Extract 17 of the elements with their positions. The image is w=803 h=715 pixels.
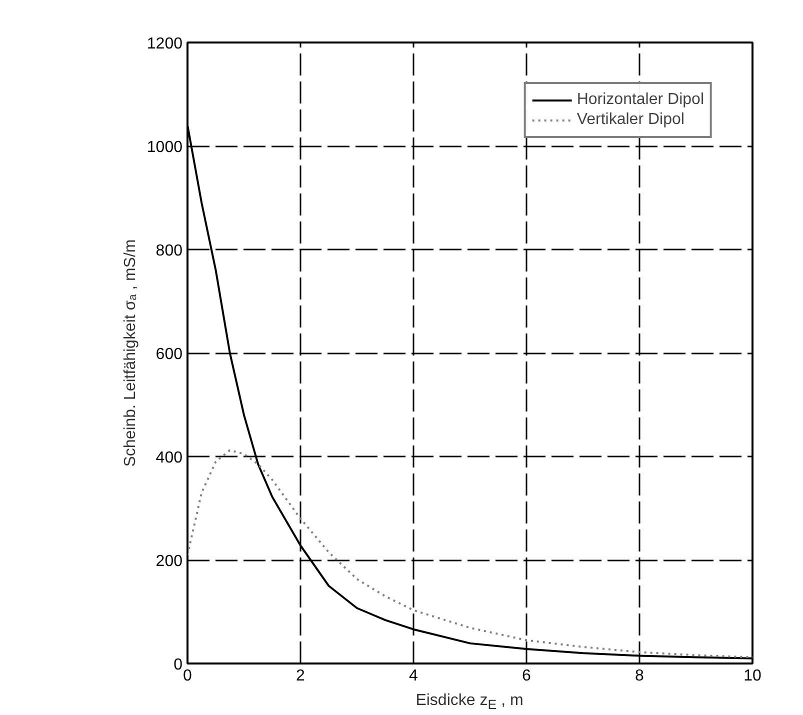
legend-label: Horizontaler Dipol [576,91,704,109]
x-axis-title: Eisdicke z$_{E}$ , m [414,691,524,714]
x-tick-label: 10 [744,668,762,684]
x-tick-label: 4 [409,668,418,684]
y-tick-label: 600 [156,346,183,363]
line-series [188,449,752,658]
legend-label: Vertikaler Dipol [576,111,684,129]
y-tick-label: 1200 [146,36,183,52]
y-tick-label: 400 [156,450,183,466]
y-tick-label: 0 [174,656,183,674]
x-tick-label: 6 [522,668,532,684]
x-tick-label: 2 [296,668,306,684]
y-tick-label: 800 [156,242,183,260]
y-tick-label: 1000 [146,139,183,156]
x-tick-label: 8 [635,668,644,684]
y-axis-title: Scheinb. Leitfähigkeit σₐ , mS/m [122,239,139,467]
y-tick-label: 200 [156,553,183,570]
